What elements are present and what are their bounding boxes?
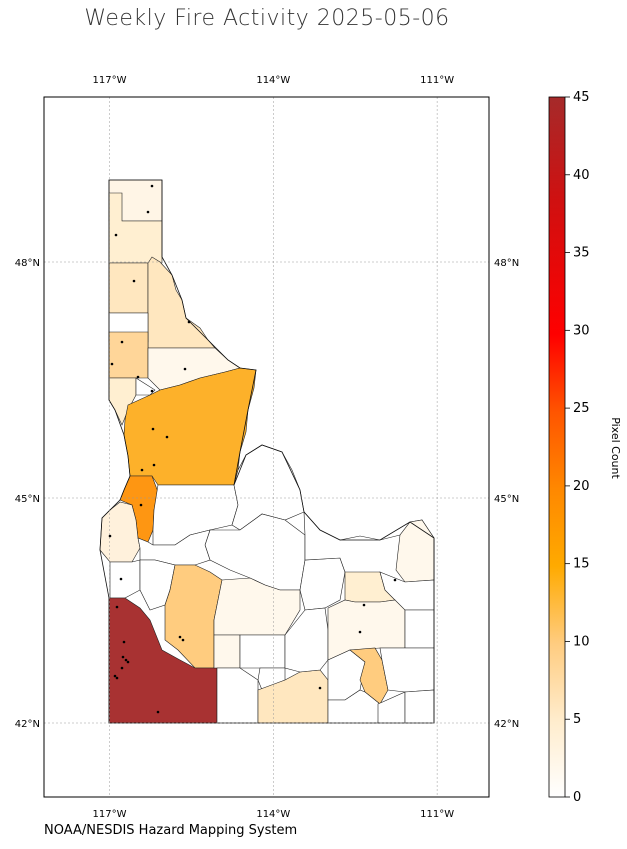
lon-tick-label: 114°W <box>256 809 290 820</box>
colorbar-tick-label: 30 <box>573 323 590 338</box>
colorbar-tick-label: 45 <box>573 90 590 105</box>
fire-detection-point <box>181 638 185 642</box>
fire-detection-point <box>183 367 187 371</box>
fire-detection-point <box>140 468 144 472</box>
colorbar-tick-label: 35 <box>573 246 590 261</box>
fire-detection-point <box>120 340 124 344</box>
county-polygons <box>99 179 435 724</box>
fire-detection-point <box>115 676 119 680</box>
fire-detection-point <box>393 578 397 582</box>
fire-detection-point <box>136 375 140 379</box>
graticule <box>44 97 489 797</box>
lat-tick-label: 48°N <box>494 258 519 269</box>
colorbar <box>548 96 566 798</box>
colorbar-tick-label: 20 <box>573 479 590 494</box>
fire-detection-point <box>150 389 154 393</box>
fire-detection-point <box>362 603 366 607</box>
fire-detection-point <box>156 710 160 714</box>
fire-detection-point <box>165 435 169 439</box>
lon-tick-label: 114°W <box>256 75 290 86</box>
colorbar-ticks: 0 5 10 15 20 25 30 35 40 45 <box>565 90 590 805</box>
fire-detection-point <box>124 658 128 662</box>
map-frame <box>43 96 490 798</box>
county-boundary <box>404 689 435 724</box>
county-boundary <box>213 577 301 636</box>
county-boundary <box>108 262 149 314</box>
fire-detection-point <box>122 640 126 644</box>
state-outline <box>99 179 435 724</box>
colorbar-tick-label: 15 <box>573 557 590 572</box>
county-boundary <box>108 331 149 379</box>
lat-tick-label: 45°N <box>15 494 40 505</box>
county-boundary <box>109 559 141 599</box>
lat-tick-label: 42°N <box>15 719 40 730</box>
fire-detection-point <box>120 666 124 670</box>
data-credit: NOAA/NESDIS Hazard Mapping System <box>44 823 298 838</box>
colorbar-tick-label: 25 <box>573 401 590 416</box>
lat-tick-label: 42°N <box>494 719 519 730</box>
fire-detection-point <box>187 320 191 324</box>
fire-detection-point <box>146 210 150 214</box>
fire-detection-point <box>115 605 119 609</box>
county-boundary <box>379 647 435 693</box>
fire-detection-point <box>152 463 156 467</box>
county-boundary <box>213 634 241 669</box>
fire-detection-point <box>110 362 114 366</box>
fire-detection-point <box>132 279 136 283</box>
map-title: Weekly Fire Activity 2025-05-06 <box>84 6 450 31</box>
fire-detections <box>108 184 397 714</box>
colorbar-tick-label: 5 <box>573 712 581 727</box>
fire-detection-point <box>119 577 123 581</box>
lon-tick-label: 111°W <box>420 809 454 820</box>
colorbar-tick-label: 0 <box>573 790 581 805</box>
lat-tick-labels-left: 48°N 45°N 42°N <box>15 258 40 730</box>
county-boundary <box>404 609 435 649</box>
fire-detection-point <box>113 674 117 678</box>
lat-tick-label: 48°N <box>15 258 40 269</box>
fire-detection-point <box>318 686 322 690</box>
lat-tick-label: 45°N <box>494 494 519 505</box>
lon-tick-label: 111°W <box>420 75 454 86</box>
county-boundary <box>216 667 259 724</box>
fire-detection-point <box>151 427 155 431</box>
fire-detection-point <box>114 233 118 237</box>
colorbar-label: Pixel Count <box>609 417 622 479</box>
colorbar-tick-label: 40 <box>573 168 590 183</box>
fire-detection-point <box>108 534 112 538</box>
lon-tick-labels-top: 117°W 114°W 111°W <box>93 75 455 86</box>
lat-tick-labels-right: 48°N 45°N 42°N <box>494 258 519 730</box>
county-boundary <box>239 634 286 669</box>
fire-detection-point <box>139 503 143 507</box>
fire-detection-point <box>121 655 125 659</box>
fire-detection-point <box>358 630 362 634</box>
lon-tick-label: 117°W <box>93 809 127 820</box>
fire-detection-point <box>178 635 182 639</box>
fire-detection-point <box>150 184 154 188</box>
lon-tick-labels-bottom: 117°W 114°W 111°W <box>93 809 455 820</box>
fire-detection-point <box>126 660 130 664</box>
colorbar-tick-label: 10 <box>573 634 590 649</box>
lon-tick-label: 117°W <box>93 75 127 86</box>
